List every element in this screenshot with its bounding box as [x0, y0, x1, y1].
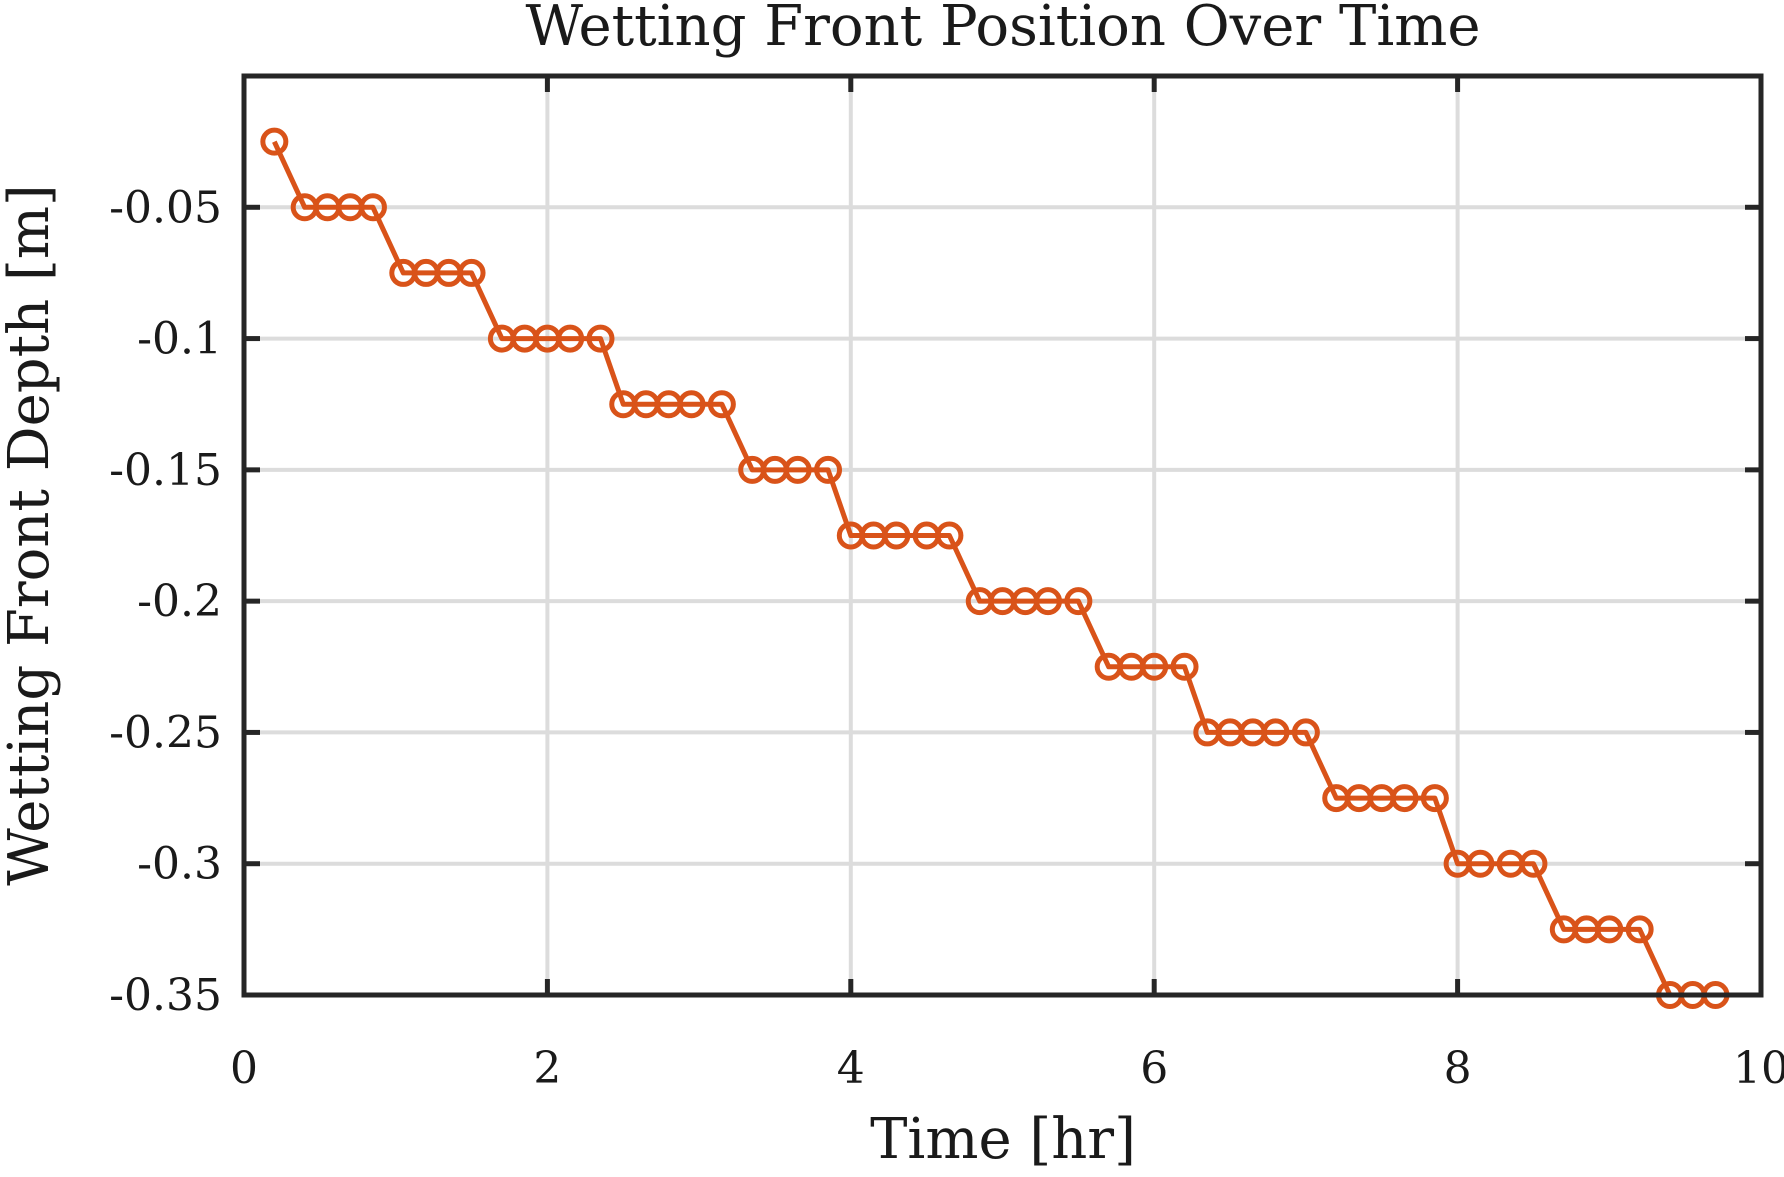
data-point — [1170, 652, 1199, 681]
data-point — [1034, 587, 1063, 616]
plot-frame — [241, 73, 1764, 998]
x-tick-label: 4 — [837, 1043, 865, 1094]
data-point — [783, 455, 812, 484]
y-tick-label: -0.1 — [137, 314, 222, 365]
y-tick-label: -0.3 — [137, 839, 222, 890]
x-tick-label: 6 — [1140, 1043, 1168, 1094]
data-point — [677, 390, 706, 419]
data-point — [1390, 784, 1419, 813]
data-point — [586, 324, 615, 353]
x-tick-label: 2 — [533, 1043, 561, 1094]
y-tick-label: -0.05 — [109, 182, 222, 233]
grid — [244, 76, 1761, 995]
data-point — [1291, 718, 1320, 747]
x-tick-label: 0 — [230, 1043, 258, 1094]
data-point — [1064, 587, 1093, 616]
y-tick-label: -0.2 — [137, 576, 222, 627]
y-tick-label: -0.35 — [109, 970, 222, 1021]
chart-title: Wetting Front Position Over Time — [525, 0, 1480, 59]
y-tick-label: -0.25 — [109, 707, 222, 758]
data-point — [882, 521, 911, 550]
ticks: 0 2 4 6 8 10 -0.05 -0.1 -0.15 -0.2 -0.25 -0.3 -0.35 — [109, 76, 1784, 1094]
data-point — [556, 324, 585, 353]
x-tick-label: 8 — [1444, 1043, 1472, 1094]
data-point — [1420, 784, 1449, 813]
x-axis-label: Time [hr] — [870, 1107, 1136, 1172]
data-point — [1140, 652, 1169, 681]
data-point — [1466, 849, 1495, 878]
data-point — [457, 258, 486, 287]
x-tick-label: 10 — [1733, 1043, 1784, 1094]
data-point — [358, 193, 387, 222]
y-axis-label: Wetting Front Depth [m] — [0, 184, 62, 886]
data-point — [1261, 718, 1290, 747]
data-point — [1519, 849, 1548, 878]
data-point — [814, 455, 843, 484]
data-point — [260, 127, 289, 156]
data-point — [1595, 915, 1624, 944]
data-point — [707, 390, 736, 419]
data-point — [1625, 915, 1654, 944]
y-tick-label: -0.15 — [109, 445, 222, 496]
series-layer — [260, 127, 1730, 1009]
data-point — [935, 521, 964, 550]
